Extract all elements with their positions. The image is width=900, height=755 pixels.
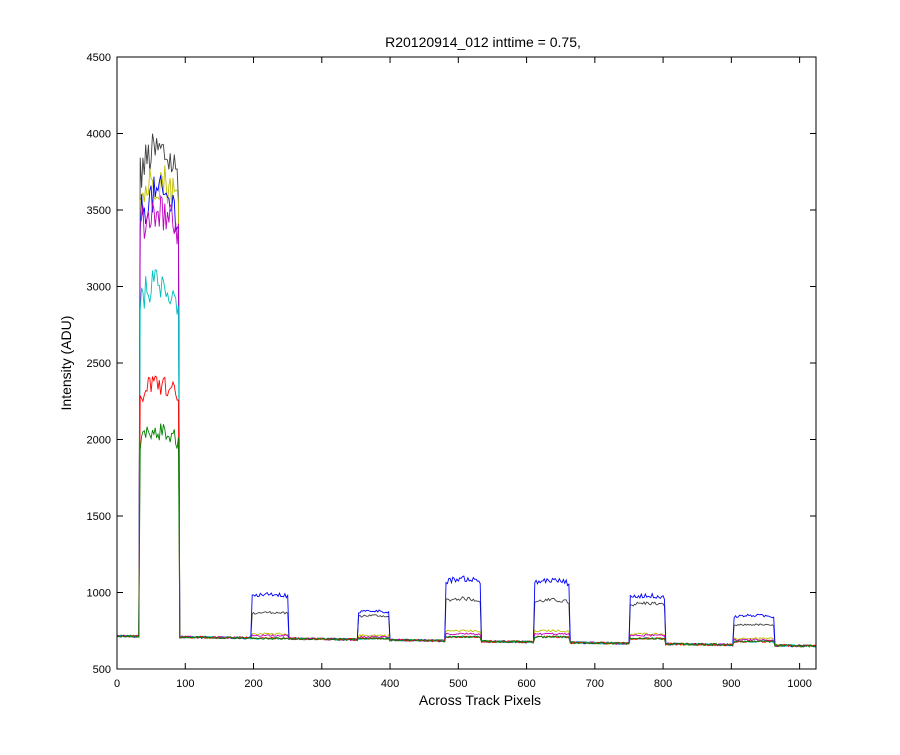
series-line	[116, 423, 817, 648]
y-tick-label: 1500	[87, 511, 111, 523]
y-tick-label: 1000	[87, 588, 111, 600]
y-tick-label: 4500	[87, 52, 111, 64]
chart-title: R20120914_012 inttime = 0.75,	[385, 34, 581, 50]
y-tick-label: 2000	[87, 435, 111, 447]
x-tick-label: 900	[722, 678, 740, 690]
x-axis-label: Across Track Pixels	[419, 692, 541, 708]
x-tick-label: 500	[449, 678, 467, 690]
ticks-layer: 0 100 200 300 400 500 600 700 800 900 1000 500 1000 1…	[87, 52, 816, 690]
x-tick-label: 200	[244, 678, 262, 690]
x-tick-label: 600	[517, 678, 535, 690]
y-tick-label: 3500	[87, 205, 111, 217]
series-layer	[116, 133, 817, 648]
x-tick-label: 400	[381, 678, 399, 690]
x-tick-label: 300	[313, 678, 331, 690]
y-tick-label: 2500	[87, 358, 111, 370]
y-axis-label: Intensity (ADU)	[58, 316, 74, 411]
x-tick-label: 800	[654, 678, 672, 690]
y-tick-label: 4000	[87, 129, 111, 141]
plot-area	[117, 57, 816, 669]
x-tick-label: 1000	[787, 678, 811, 690]
x-tick-label: 700	[586, 678, 604, 690]
series-line	[116, 375, 817, 648]
y-tick-label: 500	[93, 664, 111, 676]
x-tick-label: 100	[176, 678, 194, 690]
x-tick-label: 0	[114, 678, 120, 690]
y-tick-label: 3000	[87, 282, 111, 294]
